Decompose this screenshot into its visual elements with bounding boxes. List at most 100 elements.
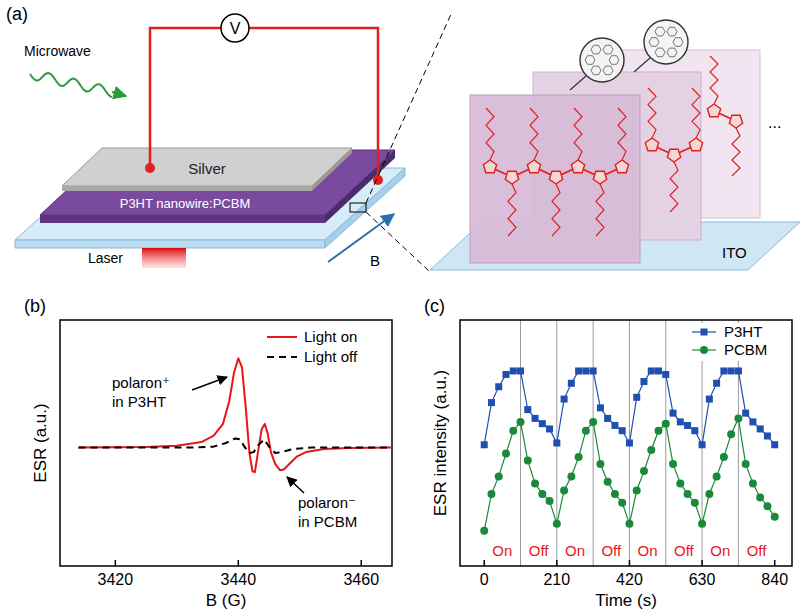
marker-square — [517, 367, 524, 374]
hexyl-side-chain — [670, 162, 678, 212]
phase-boundary — [593, 320, 594, 566]
x-tick-label: 420 — [616, 571, 643, 588]
marker-square — [648, 367, 655, 374]
x-tick-label: 0 — [480, 571, 489, 588]
marker-square — [677, 418, 684, 425]
chart-c: OnOffOnOffOnOffOnOff0210420630840Time (s… — [431, 320, 792, 610]
plot-area — [480, 367, 779, 534]
y-axis-title: ESR (a.u.) — [31, 403, 50, 482]
annotation-line: in P3HT — [112, 393, 166, 410]
field-label: B — [370, 252, 380, 269]
voltmeter-label: V — [230, 20, 241, 37]
c60-face — [655, 48, 665, 57]
x-tick — [701, 560, 703, 566]
marker-circle — [560, 486, 568, 494]
x-axis-title: B (G) — [206, 591, 247, 610]
marker-square — [699, 441, 706, 448]
c60-face — [649, 38, 659, 47]
marker-circle — [647, 446, 655, 454]
marker-circle — [567, 472, 575, 480]
more-label: ... — [768, 114, 781, 131]
c60-face — [591, 45, 601, 54]
thiophene-ring — [645, 138, 658, 151]
legend-background — [688, 323, 784, 361]
marker-circle — [640, 467, 648, 475]
c60-cage — [580, 38, 624, 82]
legend-marker — [701, 329, 708, 336]
marker-circle — [495, 472, 503, 480]
marker-circle — [662, 420, 670, 428]
marker-circle — [589, 418, 597, 426]
marker-square — [771, 441, 778, 448]
silver-side — [312, 148, 352, 191]
marker-square — [495, 383, 502, 390]
annotation: polaron⁻in PCBM — [298, 494, 357, 530]
marker-circle — [698, 520, 706, 528]
phase-label: Off — [601, 542, 622, 559]
laser-beam — [142, 248, 186, 268]
hexyl-side-chain — [486, 108, 494, 160]
marker-square — [742, 410, 749, 417]
marker-square — [524, 406, 531, 413]
hexyl-side-chain — [552, 184, 560, 236]
c60-face — [673, 38, 683, 47]
hexyl-side-chain — [692, 88, 700, 138]
marker-circle — [705, 490, 713, 498]
marker-square — [590, 367, 597, 374]
silver-label: Silver — [188, 160, 226, 177]
phase-label: On — [710, 542, 730, 559]
marker-square — [488, 399, 495, 406]
marker-circle — [676, 479, 684, 487]
x-tick — [115, 560, 117, 566]
marker-circle — [625, 520, 633, 528]
c60-face — [603, 45, 613, 54]
thiophene-ring — [571, 160, 584, 173]
marker-square — [749, 418, 756, 425]
phase-label: On — [492, 542, 512, 559]
marker-square — [670, 410, 677, 417]
marker-circle — [596, 460, 604, 468]
series-line — [484, 418, 775, 530]
thiophene-ring — [549, 171, 562, 184]
wire — [150, 28, 221, 168]
figure: (a)(b)(c)SilverP3HT nanowire:PCBMVMicrow… — [0, 0, 806, 616]
marker-circle — [582, 427, 590, 435]
phase-boundary — [520, 320, 521, 566]
marker-square — [713, 380, 720, 387]
marker-square — [764, 432, 771, 439]
active-layer-front — [40, 215, 325, 223]
pcbm-tail — [634, 58, 650, 72]
spectrum-line — [78, 438, 392, 453]
marker-square — [757, 425, 764, 432]
silver-top — [62, 148, 352, 186]
device-diagram: SilverP3HT nanowire:PCBMVMicrowaveLaserB… — [15, 12, 800, 272]
marker-circle — [487, 490, 495, 498]
phase-label: Off — [529, 542, 550, 559]
thiophene-ring — [615, 160, 628, 173]
c60-face — [655, 27, 665, 36]
x-tick-label: 840 — [761, 571, 788, 588]
marker-square — [611, 422, 618, 429]
hexyl-side-chain — [574, 108, 582, 160]
hexyl-side-chain — [710, 56, 718, 104]
x-tick-label: 3420 — [98, 571, 134, 588]
zoom-box — [350, 203, 366, 212]
marker-square — [582, 367, 589, 374]
plot-frame — [60, 320, 392, 566]
c60-face — [585, 56, 595, 65]
marker-circle — [546, 497, 554, 505]
marker-square — [662, 371, 669, 378]
c60-cage — [644, 20, 688, 64]
marker-circle — [691, 499, 699, 507]
annotation: polaron⁺ in P3HT — [112, 374, 170, 410]
marker-circle — [742, 460, 750, 468]
marker-circle — [669, 460, 677, 468]
microwave-wave — [30, 73, 112, 97]
spectrum-line — [78, 358, 392, 472]
legend-line — [267, 336, 297, 338]
hexyl-side-chain — [648, 88, 656, 138]
annotation-line: polaron⁺ — [112, 374, 170, 391]
voltmeter — [221, 14, 249, 42]
p3ht-chain — [707, 56, 742, 176]
marker-square — [619, 427, 626, 434]
